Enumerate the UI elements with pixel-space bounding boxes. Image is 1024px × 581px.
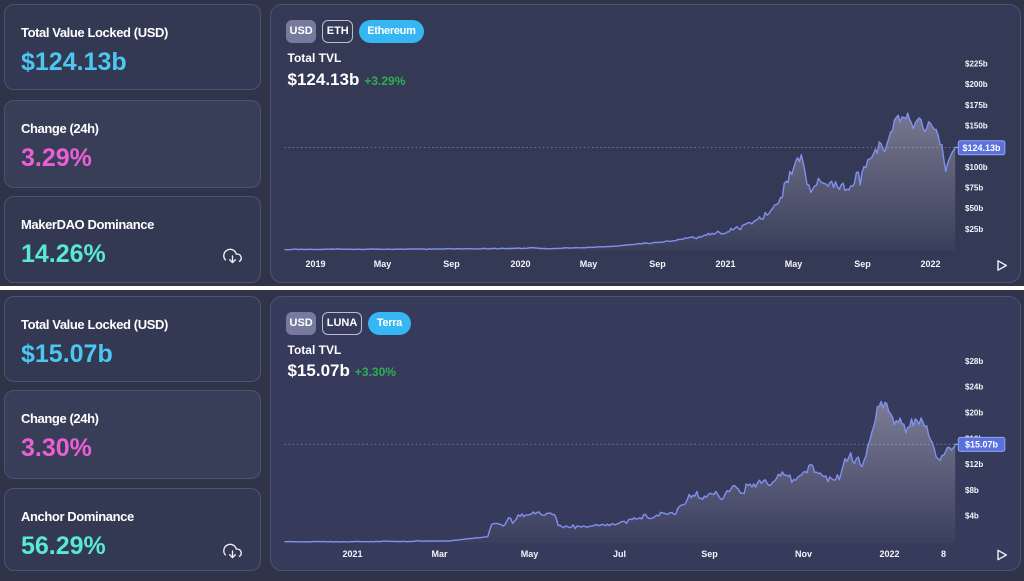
- svg-text:$200b: $200b: [965, 80, 988, 89]
- svg-text:$50b: $50b: [965, 204, 983, 213]
- svg-text:2019: 2019: [305, 259, 325, 269]
- svg-text:$12b: $12b: [965, 460, 983, 469]
- svg-text:May: May: [373, 259, 391, 269]
- svg-text:Sep: Sep: [649, 259, 666, 269]
- svg-text:$8b: $8b: [965, 485, 979, 494]
- svg-text:Sep: Sep: [443, 259, 460, 269]
- svg-text:$24b: $24b: [965, 382, 983, 391]
- svg-text:$175b: $175b: [965, 101, 988, 110]
- svg-text:$225b: $225b: [965, 59, 988, 68]
- svg-text:$100b: $100b: [965, 163, 988, 172]
- svg-text:8: 8: [940, 549, 945, 559]
- svg-text:$124.13b: $124.13b: [962, 143, 1001, 153]
- svg-text:$15.07b: $15.07b: [964, 439, 998, 449]
- svg-text:$4b: $4b: [965, 511, 979, 520]
- svg-text:$20b: $20b: [965, 408, 983, 417]
- svg-text:2020: 2020: [510, 259, 530, 269]
- svg-text:Sep: Sep: [854, 259, 871, 269]
- svg-text:Jul: Jul: [612, 549, 625, 559]
- svg-text:2021: 2021: [715, 259, 735, 269]
- svg-text:$28b: $28b: [965, 356, 983, 365]
- svg-text:$25b: $25b: [965, 225, 983, 234]
- svg-text:May: May: [784, 259, 802, 269]
- svg-text:May: May: [579, 259, 597, 269]
- svg-text:Nov: Nov: [794, 549, 811, 559]
- svg-text:May: May: [520, 549, 538, 559]
- svg-text:$150b: $150b: [965, 122, 988, 131]
- svg-text:2022: 2022: [879, 549, 899, 559]
- svg-text:2022: 2022: [920, 259, 940, 269]
- svg-text:$75b: $75b: [965, 184, 983, 193]
- svg-text:Sep: Sep: [701, 549, 718, 559]
- svg-text:Mar: Mar: [431, 549, 448, 559]
- svg-text:2021: 2021: [342, 549, 362, 559]
